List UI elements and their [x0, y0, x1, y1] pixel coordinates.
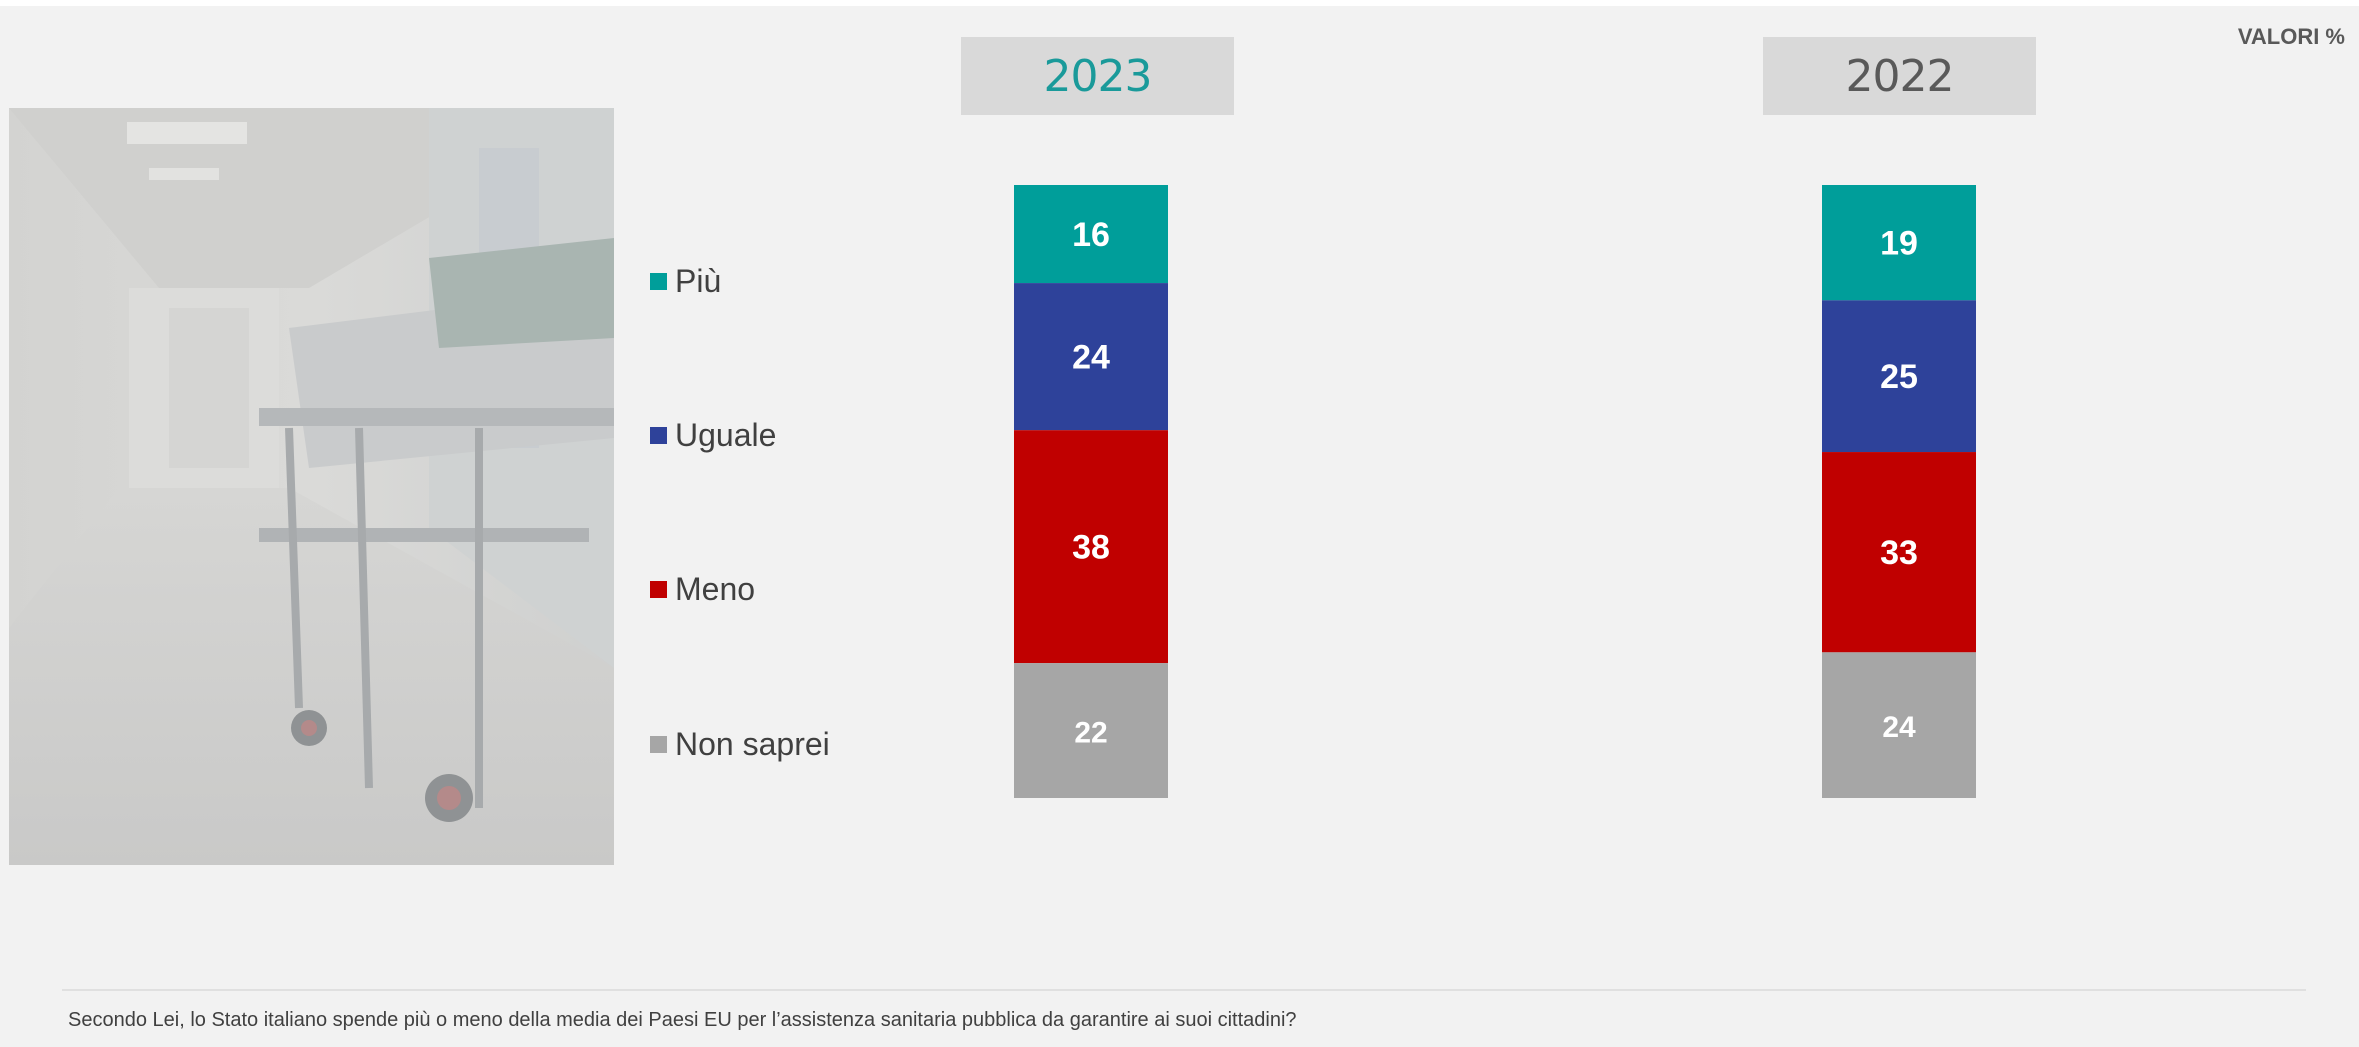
legend-swatch-piu	[650, 273, 667, 290]
legend-label-non-saprei: Non saprei	[675, 726, 830, 762]
legend-label-piu: Più	[675, 263, 722, 299]
year-text-2022: 2022	[1845, 50, 1955, 102]
legend-item-uguale: Uguale	[650, 417, 776, 454]
footer-divider	[62, 989, 2306, 991]
chart-legend: Più Uguale Meno Non saprei	[650, 0, 930, 900]
legend-swatch-meno	[650, 581, 667, 598]
year-text-2023: 2023	[1043, 50, 1153, 102]
legend-item-piu: Più	[650, 263, 721, 300]
legend-swatch-uguale	[650, 427, 667, 444]
survey-question: Secondo Lei, lo Stato italiano spende pi…	[68, 1009, 1297, 1031]
legend-label-meno: Meno	[675, 571, 756, 607]
year-label-2022: 2022	[1763, 37, 2036, 115]
legend-label-uguale: Uguale	[675, 417, 777, 453]
legend-item-non-saprei: Non saprei	[650, 726, 830, 763]
legend-swatch-non-saprei	[650, 736, 667, 753]
year-label-2023: 2023	[961, 37, 1234, 115]
hospital-corridor-photo	[9, 108, 614, 865]
legend-item-meno: Meno	[650, 571, 755, 608]
unit-label: VALORI %	[2237, 24, 2345, 49]
